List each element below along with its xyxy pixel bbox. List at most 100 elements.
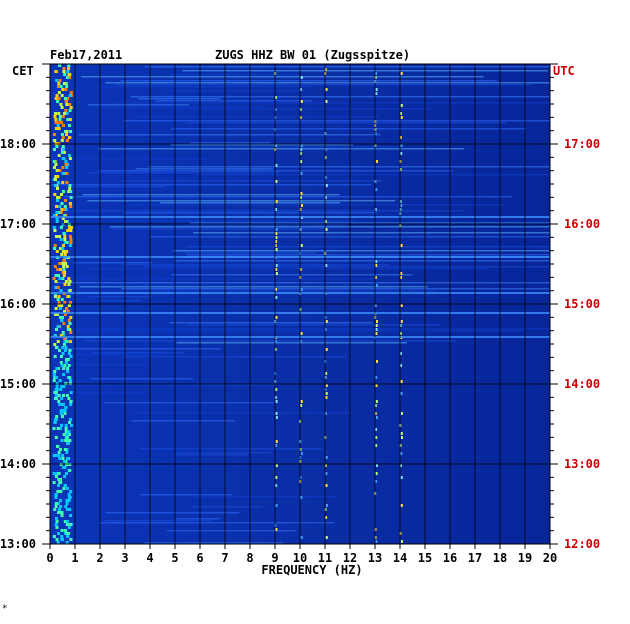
- low-freq-energy: [61, 157, 65, 160]
- noise-streak: [135, 168, 274, 170]
- low-freq-energy: [57, 274, 61, 277]
- tonal-line: [275, 232, 278, 235]
- low-freq-energy: [67, 73, 71, 76]
- low-freq-energy: [59, 490, 63, 493]
- y-tick-label-utc: 15:00: [564, 297, 600, 311]
- noise-streak: [70, 364, 151, 366]
- low-freq-energy: [63, 112, 67, 115]
- low-freq-energy: [56, 175, 60, 178]
- low-freq-energy: [66, 442, 70, 445]
- low-freq-energy: [62, 343, 66, 346]
- low-freq-energy: [57, 127, 61, 130]
- noise-streak: [105, 512, 240, 514]
- low-freq-energy: [58, 79, 62, 82]
- low-freq-energy: [60, 298, 64, 301]
- low-freq-energy: [55, 328, 59, 331]
- low-freq-energy: [60, 385, 64, 388]
- low-freq-energy: [64, 346, 68, 349]
- low-freq-energy: [63, 214, 67, 217]
- low-freq-energy: [68, 157, 72, 160]
- low-freq-energy: [53, 115, 57, 118]
- low-freq-energy: [60, 514, 64, 517]
- low-freq-energy: [54, 97, 58, 100]
- low-freq-energy: [69, 205, 73, 208]
- low-freq-energy: [65, 439, 69, 442]
- low-freq-energy: [53, 193, 57, 196]
- low-freq-energy: [61, 136, 65, 139]
- tonal-line: [299, 200, 302, 203]
- y-tick-label-utc: 14:00: [564, 377, 600, 391]
- low-freq-energy: [63, 475, 67, 478]
- low-freq-energy: [55, 217, 59, 220]
- low-freq-energy: [60, 304, 64, 307]
- tonal-line: [374, 480, 377, 483]
- low-freq-energy: [55, 526, 59, 529]
- low-freq-energy: [62, 274, 66, 277]
- tonal-line: [325, 100, 328, 103]
- low-freq-energy: [53, 376, 57, 379]
- noise-streak: [190, 142, 271, 144]
- tonal-line: [300, 404, 303, 407]
- low-freq-energy: [67, 397, 71, 400]
- low-freq-energy: [57, 301, 61, 304]
- noise-streak: [163, 90, 307, 92]
- noise-streak: [73, 328, 550, 330]
- tonal-line: [400, 432, 403, 435]
- low-freq-energy: [67, 493, 71, 496]
- tonal-line: [275, 228, 278, 231]
- noise-streak: [139, 494, 232, 496]
- low-freq-energy: [56, 298, 60, 301]
- tonal-line: [374, 276, 377, 279]
- low-freq-energy: [69, 331, 73, 334]
- tonal-line: [325, 88, 328, 91]
- low-freq-energy: [62, 67, 66, 70]
- noise-streak: [114, 84, 532, 86]
- x-tick-label: 20: [543, 551, 557, 565]
- tonal-line: [400, 304, 403, 307]
- tonal-line: [325, 516, 328, 519]
- tonal-line: [275, 412, 278, 415]
- low-freq-energy: [59, 85, 63, 88]
- tonal-line: [300, 148, 303, 151]
- low-freq-energy: [54, 163, 58, 166]
- low-freq-energy: [54, 523, 58, 526]
- low-freq-energy: [59, 361, 63, 364]
- low-freq-energy: [60, 529, 64, 532]
- tonal-line: [400, 364, 403, 367]
- low-freq-energy: [68, 118, 72, 121]
- low-freq-energy: [64, 427, 68, 430]
- tonal-line: [275, 316, 278, 319]
- noise-streak: [169, 322, 373, 324]
- low-freq-energy: [65, 520, 69, 523]
- low-freq-energy: [69, 355, 73, 358]
- low-freq-energy: [58, 379, 62, 382]
- low-freq-energy: [57, 508, 61, 511]
- low-freq-energy: [65, 394, 69, 397]
- low-freq-energy: [59, 238, 63, 241]
- low-freq-energy: [65, 523, 69, 526]
- low-freq-energy: [59, 334, 63, 337]
- x-tick-label: 5: [171, 551, 178, 565]
- low-freq-energy: [54, 454, 58, 457]
- noise-streak: [193, 496, 337, 498]
- noise-streak: [185, 122, 507, 124]
- low-freq-energy: [64, 82, 68, 85]
- low-freq-energy: [68, 202, 72, 205]
- low-freq-energy: [52, 277, 56, 280]
- low-freq-energy: [56, 367, 60, 370]
- low-freq-energy: [56, 199, 60, 202]
- low-freq-energy: [58, 247, 62, 250]
- low-freq-energy: [52, 379, 56, 382]
- low-freq-energy: [55, 367, 59, 370]
- low-freq-energy: [65, 499, 69, 502]
- low-freq-energy: [61, 277, 65, 280]
- noise-streak: [138, 98, 221, 100]
- low-freq-energy: [63, 349, 67, 352]
- low-freq-energy: [69, 538, 73, 541]
- low-freq-energy: [59, 211, 63, 214]
- tonal-line: [324, 220, 327, 223]
- low-freq-energy: [55, 538, 59, 541]
- low-freq-energy: [64, 100, 68, 103]
- low-freq-energy: [55, 520, 59, 523]
